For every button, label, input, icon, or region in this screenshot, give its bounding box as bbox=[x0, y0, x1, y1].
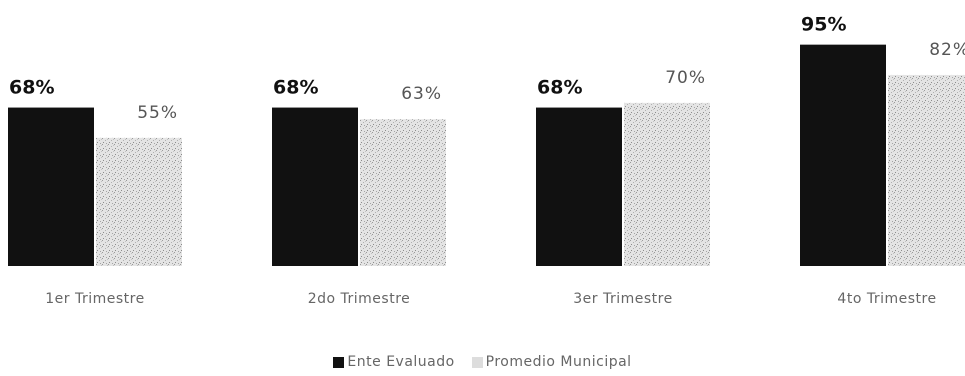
category-label-3: 3er Trimestre bbox=[573, 291, 672, 307]
chart-legend: Ente Evaluado Promedio Municipal bbox=[0, 354, 965, 372]
category-label-2: 2do Trimestre bbox=[308, 291, 411, 307]
bar-promedio-municipal-4 bbox=[888, 74, 965, 266]
bar-promedio-municipal-3 bbox=[624, 102, 710, 267]
category-label-1: 1er Trimestre bbox=[45, 291, 144, 307]
data-label-ente-evaluado-3: 68% bbox=[537, 77, 582, 99]
bar-ente-evaluado-4 bbox=[800, 44, 886, 267]
bar-promedio-municipal-2 bbox=[360, 119, 446, 267]
bar-ente-evaluado-1 bbox=[8, 107, 94, 266]
bar-promedio-municipal-1 bbox=[96, 137, 182, 266]
legend-swatch-ente-evaluado bbox=[333, 356, 345, 368]
bar-ente-evaluado-2 bbox=[272, 107, 358, 266]
data-label-promedio-municipal-4: 82% bbox=[929, 40, 965, 60]
bar-ente-evaluado-3 bbox=[536, 107, 622, 266]
category-label-4: 4to Trimestre bbox=[837, 291, 936, 307]
data-label-ente-evaluado-1: 68% bbox=[9, 77, 54, 99]
data-label-promedio-municipal-2: 63% bbox=[401, 84, 442, 104]
legend-item-promedio-municipal: Promedio Municipal bbox=[471, 354, 632, 370]
data-label-ente-evaluado-2: 68% bbox=[273, 77, 318, 99]
data-label-ente-evaluado-4: 95% bbox=[801, 14, 846, 36]
bar-chart: 68% 55% 68% 63% 68% 70% 95% 82% 1er Trimestre 2d… bbox=[8, 14, 965, 307]
legend-label-ente-evaluado: Ente Evaluado bbox=[347, 354, 455, 370]
legend-swatch-promedio-municipal bbox=[471, 356, 483, 368]
legend-label-promedio-municipal: Promedio Municipal bbox=[485, 354, 632, 370]
data-label-promedio-municipal-1: 55% bbox=[137, 103, 178, 123]
legend-item-ente-evaluado: Ente Evaluado bbox=[333, 354, 454, 370]
data-label-promedio-municipal-3: 70% bbox=[665, 68, 706, 88]
